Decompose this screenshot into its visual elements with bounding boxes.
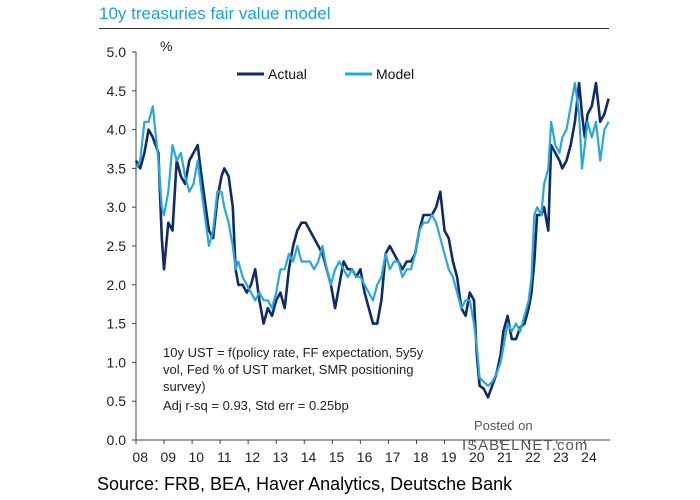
x-tick-label: 22 [525, 449, 541, 465]
x-tick-label: 24 [581, 449, 597, 465]
x-tick-label: 11 [217, 449, 232, 465]
y-tick-label: 0.0 [107, 432, 127, 448]
annotation-line-1: 10y UST = f(policy rate, FF expectation,… [163, 345, 424, 360]
annotation-line-4: Adj r-sq = 0.93, Std err = 0.25bp [163, 398, 349, 413]
source-note: Source: FRB, BEA, Haver Analytics, Deuts… [97, 474, 513, 494]
x-tick-label: 19 [441, 449, 457, 465]
x-tick-label: 13 [273, 449, 289, 465]
series-layer [134, 81, 610, 399]
watermark: Posted on ISABELNET.com [462, 418, 588, 454]
y-tick-label: 0.5 [107, 393, 127, 409]
series-line-model [135, 81, 610, 387]
y-tick-label: 1.0 [107, 354, 127, 370]
title-divider [99, 28, 609, 29]
y-tick-label: 5.0 [107, 44, 127, 60]
axes [132, 51, 610, 444]
annotation-line-2: vol, Fed % of UST market, SMR positionin… [163, 362, 413, 377]
y-tick-label: 4.5 [107, 83, 127, 99]
y-axis-label: % [160, 38, 172, 54]
y-tick-label: 1.5 [107, 316, 127, 332]
x-tick-label: 14 [301, 449, 317, 465]
x-tick-label: 20 [469, 449, 485, 465]
x-tick-label: 21 [497, 449, 513, 465]
y-tick-label: 4.0 [107, 122, 127, 138]
y-tick-label: 2.0 [107, 277, 127, 293]
x-tick-label: 08 [132, 449, 148, 465]
legend: Actual Model [237, 66, 414, 82]
x-tick-label: 23 [553, 449, 569, 465]
x-tick-label: 12 [245, 449, 261, 465]
x-tick-label: 09 [160, 449, 176, 465]
x-tick-label: 16 [357, 449, 373, 465]
chart-title: 10y treasuries fair value model [99, 4, 331, 23]
x-tick-label: 18 [413, 449, 429, 465]
x-tick-label: 17 [385, 449, 401, 465]
y-tick-labels: 0.0 0.5 1.0 1.5 2.0 2.5 3.0 3.5 4.0 4.5 5.0 [107, 44, 127, 448]
x-tick-label: 15 [329, 449, 345, 465]
legend-label-actual: Actual [268, 66, 307, 82]
model-annotation: 10y UST = f(policy rate, FF expectation,… [163, 345, 424, 413]
x-tick-label: 10 [189, 449, 205, 465]
y-tick-label: 3.5 [107, 160, 127, 176]
annotation-line-3: survey) [163, 379, 206, 394]
y-tick-label: 2.5 [107, 238, 127, 254]
x-tick-labels: 08 09 10 11 12 13 14 15 16 17 18 19 20 21 22 23 24 [132, 449, 597, 465]
legend-label-model: Model [376, 66, 414, 82]
y-tick-label: 3.0 [107, 199, 127, 215]
watermark-line-1: Posted on [474, 418, 533, 433]
watermark-line-2: ISABELNET.com [462, 437, 588, 454]
